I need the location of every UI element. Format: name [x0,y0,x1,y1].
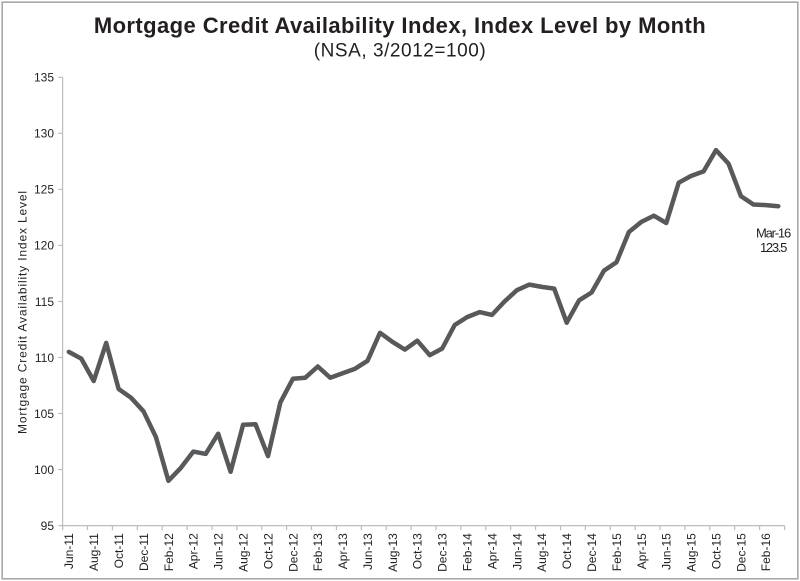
svg-text:125: 125 [34,183,54,197]
svg-text:Feb-13: Feb-13 [311,533,325,571]
svg-text:Aug-12: Aug-12 [237,533,251,572]
svg-text:Jun-13: Jun-13 [361,533,375,570]
svg-text:135: 135 [34,71,54,85]
svg-text:Jun-11: Jun-11 [62,533,76,569]
svg-text:Oct-13: Oct-13 [411,533,425,569]
svg-text:Oct-15: Oct-15 [709,533,723,569]
svg-text:Mar-16: Mar-16 [756,225,791,240]
svg-text:95: 95 [41,519,55,533]
svg-text:120: 120 [34,239,54,253]
svg-text:Jun-12: Jun-12 [212,533,226,570]
svg-text:Aug-11: Aug-11 [87,533,101,571]
svg-text:Apr-14: Apr-14 [485,533,499,569]
svg-text:Jun-14: Jun-14 [510,533,524,570]
svg-text:Oct-12: Oct-12 [261,533,275,569]
svg-text:Jun-15: Jun-15 [660,533,674,570]
svg-text:(NSA, 3/2012=100): (NSA, 3/2012=100) [314,41,487,62]
svg-text:Dec-14: Dec-14 [585,533,599,572]
svg-text:Dec-12: Dec-12 [286,533,300,572]
svg-text:Feb-15: Feb-15 [610,533,624,571]
svg-text:Apr-13: Apr-13 [336,533,350,569]
svg-text:Oct-14: Oct-14 [560,533,574,569]
svg-text:110: 110 [35,351,54,365]
svg-text:Feb-12: Feb-12 [162,533,176,571]
svg-text:Oct-11: Oct-11 [112,533,126,568]
svg-text:115: 115 [35,295,54,309]
svg-text:105: 105 [34,407,54,421]
svg-text:Feb-14: Feb-14 [461,533,475,571]
svg-text:Dec-11: Dec-11 [137,533,151,571]
svg-text:Mortgage Credit Availability I: Mortgage Credit Availability Index, Inde… [94,13,706,38]
svg-text:Aug-14: Aug-14 [535,533,549,572]
svg-text:123.5: 123.5 [760,240,787,255]
svg-text:130: 130 [34,127,54,141]
svg-text:Apr-12: Apr-12 [187,533,201,569]
svg-text:Dec-13: Dec-13 [436,533,450,572]
svg-text:Aug-13: Aug-13 [386,533,400,572]
svg-text:Feb-16: Feb-16 [759,533,773,571]
svg-text:Mortgage Credit Availability I: Mortgage Credit Availability Index Level [16,190,30,434]
svg-text:Dec-15: Dec-15 [734,533,748,572]
svg-text:100: 100 [34,463,54,477]
svg-text:Apr-15: Apr-15 [635,533,649,569]
svg-text:Aug-15: Aug-15 [685,533,699,572]
